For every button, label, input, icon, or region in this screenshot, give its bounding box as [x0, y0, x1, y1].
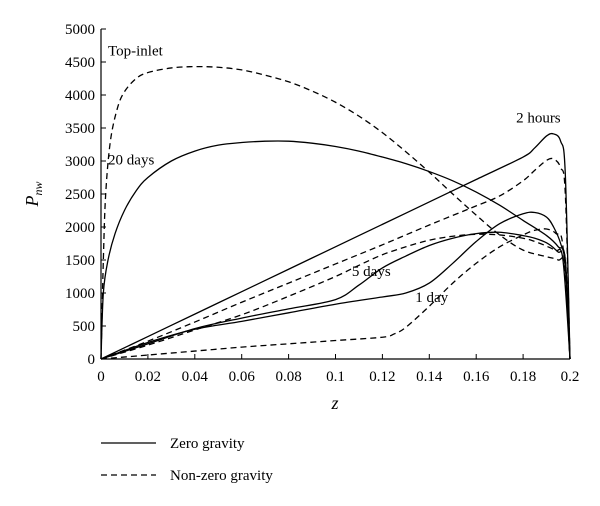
y-tick-label: 4000: [65, 88, 95, 104]
y-axis-label: Pnw: [22, 181, 45, 207]
annotation-label: 5 days: [352, 264, 391, 280]
series-line-zero-gravity-2: [100, 132, 571, 360]
y-tick-label: 5000: [65, 22, 95, 38]
y-tick-label: 3000: [65, 154, 95, 170]
legend-label-zero-gravity: Zero gravity: [170, 436, 245, 452]
y-tick-label: 2500: [65, 187, 95, 203]
x-tick-label: 0.16: [463, 369, 490, 385]
x-tick-label: 0.06: [229, 369, 256, 385]
annotation-label: 2 hours: [516, 111, 561, 127]
y-tick-label: 2000: [65, 220, 95, 236]
series-line-zero-gravity-4: [100, 211, 571, 360]
y-tick-label: 1500: [65, 253, 95, 269]
series-line-zero-gravity-3: [100, 231, 571, 360]
x-tick-label: 0.12: [369, 369, 395, 385]
x-tick-label: 0.18: [510, 369, 536, 385]
y-tick-label: 1000: [65, 286, 95, 302]
legend: Zero gravity Non-zero gravity: [101, 436, 273, 484]
curves: [100, 65, 571, 360]
series-line-nonzero-gravity-7: [100, 233, 571, 360]
annotations: Top-inlet 20 days 2 hours 5 days 1 day: [108, 43, 561, 306]
series-line-zero-gravity-1: [100, 140, 571, 360]
y-ticks: 0 500 1000 1500 2000 2500 3000 3500 4000 4500 5000: [65, 22, 106, 368]
y-tick-label: 500: [73, 319, 96, 335]
axes: [100, 29, 570, 360]
y-tick-label: 3500: [65, 121, 95, 137]
y-axis-label-main: P: [22, 196, 42, 208]
series-line-nonzero-gravity-6: [100, 157, 571, 360]
y-tick-label: 0: [88, 352, 96, 368]
x-tick-label: 0.2: [561, 369, 580, 385]
x-tick-label: 0.08: [275, 369, 301, 385]
x-tick-label: 0.1: [326, 369, 345, 385]
y-tick-label: 4500: [65, 55, 95, 71]
x-tick-label: 0: [97, 369, 105, 385]
series-line-nonzero-gravity-5: [100, 65, 571, 360]
x-tick-label: 0.02: [135, 369, 161, 385]
x-axis-label: z: [330, 393, 338, 413]
annotation-label: Top-inlet: [108, 43, 164, 59]
series-line-nonzero-gravity-8: [100, 228, 571, 360]
annotation-label: 1 day: [415, 290, 448, 306]
x-ticks: 0 0.02 0.04 0.06 0.08 0.1 0.12 0.14 0.16 0.18 0.2: [97, 354, 579, 385]
x-tick-label: 0.04: [182, 369, 209, 385]
annotation-label: 20 days: [108, 152, 154, 168]
y-axis-label-sub: nw: [31, 181, 45, 195]
x-tick-label: 0.14: [416, 369, 443, 385]
legend-label-non-zero-gravity: Non-zero gravity: [170, 468, 273, 484]
